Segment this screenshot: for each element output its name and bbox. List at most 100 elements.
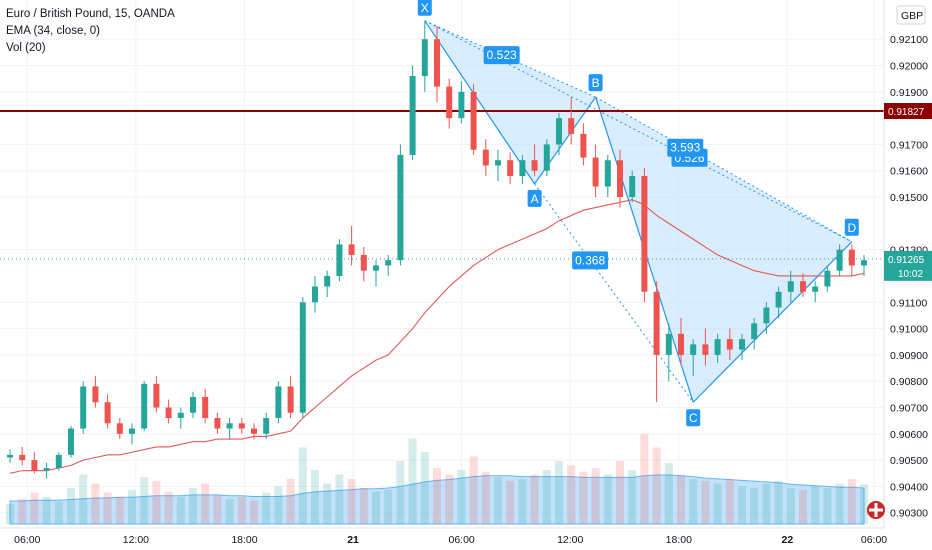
candle[interactable] — [312, 275, 318, 313]
pattern-point-x[interactable]: X — [417, 0, 432, 16]
candle[interactable] — [287, 375, 294, 419]
candle[interactable] — [299, 297, 306, 419]
candle[interactable] — [165, 399, 172, 424]
candle[interactable] — [385, 254, 392, 276]
ema-legend[interactable]: EMA (34, close, 0) — [6, 25, 100, 37]
candle[interactable] — [275, 381, 282, 424]
candle[interactable] — [751, 318, 758, 350]
candle[interactable] — [714, 333, 721, 363]
candle[interactable] — [251, 423, 257, 440]
candle[interactable] — [55, 452, 62, 471]
volume-bar — [811, 486, 820, 524]
candle[interactable] — [641, 168, 648, 303]
candle-body — [19, 454, 26, 461]
pattern-point-b[interactable]: B — [588, 74, 603, 92]
candle[interactable] — [7, 449, 13, 463]
candle[interactable] — [519, 154, 526, 184]
candle[interactable] — [348, 225, 355, 266]
candle[interactable] — [787, 270, 794, 303]
candle[interactable] — [726, 328, 733, 361]
candle[interactable] — [617, 149, 623, 208]
candle[interactable] — [263, 412, 270, 440]
candle[interactable] — [690, 339, 697, 376]
volume-legend[interactable]: Vol (20) — [6, 42, 46, 54]
pattern-point-a[interactable]: A — [527, 189, 542, 207]
candle[interactable] — [763, 302, 770, 334]
candle[interactable] — [421, 20, 428, 92]
candle[interactable] — [800, 273, 806, 298]
candle[interactable] — [604, 154, 611, 198]
candle[interactable] — [836, 244, 843, 276]
candle[interactable] — [434, 26, 440, 103]
candle-body — [604, 160, 611, 187]
harmonic-pattern[interactable] — [0, 20, 884, 403]
candle[interactable] — [665, 323, 672, 382]
candle[interactable] — [19, 446, 26, 466]
candle[interactable] — [360, 247, 367, 282]
candle[interactable] — [775, 286, 782, 319]
currency-badge[interactable]: GBP — [896, 5, 926, 25]
volume-bar — [591, 468, 600, 524]
candle[interactable] — [470, 83, 477, 155]
candle[interactable] — [592, 144, 599, 198]
candle[interactable] — [202, 389, 209, 424]
candle[interactable] — [568, 97, 575, 145]
volume-bar — [530, 474, 539, 524]
pattern-triangle-xab — [424, 20, 596, 184]
candle[interactable] — [543, 139, 550, 176]
candles[interactable] — [7, 20, 867, 479]
candle[interactable] — [104, 394, 111, 429]
candle[interactable] — [116, 418, 123, 440]
candle-body — [787, 281, 794, 292]
candle[interactable] — [324, 270, 331, 298]
candle-body — [446, 86, 453, 119]
candle-body — [336, 244, 343, 276]
candle[interactable] — [629, 170, 636, 203]
candle[interactable] — [373, 260, 379, 287]
candle[interactable] — [31, 452, 38, 474]
candle[interactable] — [653, 281, 660, 403]
candle[interactable] — [409, 65, 416, 161]
candle[interactable] — [226, 418, 233, 440]
pattern-point-c[interactable]: C — [686, 409, 701, 427]
candle[interactable] — [214, 412, 221, 434]
candle[interactable] — [68, 425, 74, 458]
candle[interactable] — [678, 318, 684, 366]
candle[interactable] — [812, 281, 819, 303]
ratio-label: 3.593 — [667, 138, 704, 157]
candle[interactable] — [507, 152, 514, 184]
candle[interactable] — [861, 254, 867, 276]
x-tick-label: 22 — [782, 534, 794, 546]
candle[interactable] — [580, 123, 587, 166]
candle[interactable] — [141, 381, 148, 432]
candle[interactable] — [739, 333, 745, 361]
candle[interactable] — [80, 381, 87, 434]
time-axis[interactable]: 06:00 12:00 18:00 21 06:00 12:00 18:00 22 06:00 — [0, 527, 932, 550]
candle[interactable] — [824, 265, 831, 292]
candle[interactable] — [153, 375, 160, 413]
candle[interactable] — [129, 423, 135, 445]
candle[interactable] — [556, 112, 562, 155]
candle[interactable] — [482, 139, 489, 176]
candle[interactable] — [397, 144, 404, 266]
candle[interactable] — [495, 149, 501, 182]
candle[interactable] — [238, 418, 245, 434]
candle[interactable] — [190, 391, 196, 419]
candle[interactable] — [458, 81, 465, 124]
symbol-title[interactable]: Euro / British Pound, 15, OANDA — [6, 8, 175, 20]
candle[interactable] — [177, 407, 184, 429]
candle[interactable] — [92, 375, 99, 408]
volume-bar — [689, 479, 698, 524]
candle[interactable] — [336, 239, 343, 282]
y-tick-label: 0.91100 — [890, 297, 927, 309]
candle[interactable] — [43, 462, 50, 479]
candle[interactable] — [446, 78, 453, 129]
candle[interactable] — [702, 328, 709, 366]
candle[interactable] — [531, 144, 538, 176]
pattern-point-d[interactable]: D — [844, 218, 859, 236]
volume-bar — [176, 497, 185, 524]
candle[interactable] — [848, 244, 855, 276]
volume-bar — [42, 497, 51, 524]
uk-flag-icon[interactable] — [867, 501, 885, 519]
